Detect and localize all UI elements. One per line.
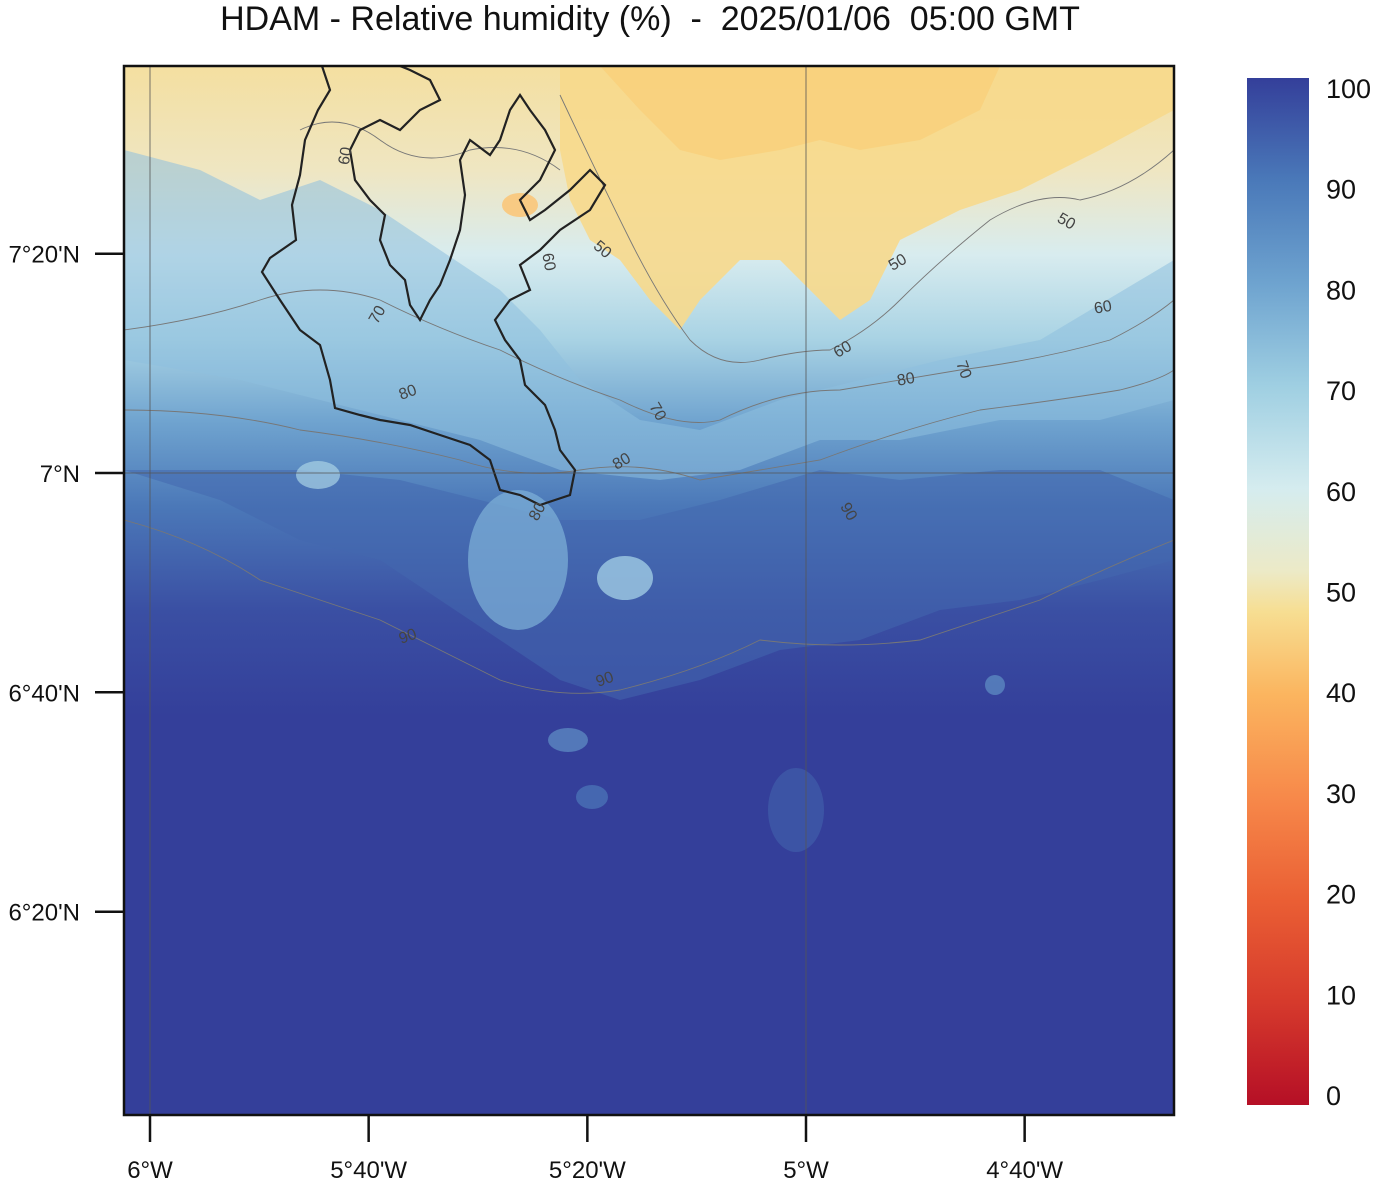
page-title: HDAM - Relative humidity (%) - 2025/01/0… [220, 0, 1080, 38]
contour-label: 70 [952, 359, 974, 382]
colorbar-tick-label: 40 [1326, 678, 1356, 708]
lon-tick-label: 5°W [783, 1157, 829, 1181]
contour-label: 60 [831, 338, 855, 362]
colorbar-tick-label: 60 [1326, 477, 1356, 507]
lat-tick-label: 7°20'N [8, 242, 80, 269]
colorbar-gradient [1247, 78, 1309, 1105]
colorbar-tick-label: 10 [1326, 980, 1356, 1010]
contour-label: 70 [366, 303, 390, 327]
lon-tick-label: 5°20'W [549, 1157, 626, 1181]
contour-label: 80 [397, 382, 420, 404]
contour-label: 60 [1093, 298, 1114, 318]
humidity-field [124, 66, 1174, 1115]
lon-tick-label: 5°40'W [330, 1157, 407, 1181]
contour-label: 90 [397, 626, 420, 648]
colorbar-tick-label: 50 [1326, 578, 1356, 608]
colorbar-tick-label: 90 [1326, 175, 1356, 205]
contour-label: 80 [526, 500, 550, 524]
contour-label: 70 [645, 400, 669, 424]
contour-label: 80 [610, 450, 634, 474]
colorbar-tick-label: 30 [1326, 779, 1356, 809]
colorbar-tick-label: 70 [1326, 376, 1356, 406]
colorbar-tick-label: 80 [1326, 275, 1356, 305]
longitude-axis: 6°W 5°40'W 5°20'W 5°W 4°40'W [127, 1115, 1063, 1181]
contour-lines [124, 94, 1174, 694]
contour-label: 60 [538, 252, 558, 273]
colorbar-tick-label: 20 [1326, 880, 1356, 910]
contour-label: 90 [836, 500, 860, 524]
lon-tick-label: 6°W [127, 1157, 173, 1181]
lon-tick-label: 4°40'W [986, 1157, 1063, 1181]
lat-tick-label: 6°20'N [8, 900, 80, 927]
coastline [260, 66, 607, 507]
colorbar-tick-label: 0 [1326, 1081, 1341, 1111]
contour-label: 50 [1054, 210, 1078, 234]
lat-tick-label: 7°N [40, 461, 80, 488]
map-frame [122, 64, 1176, 1117]
colorbar: 0 10 20 30 40 50 60 70 80 90 100 [1247, 74, 1371, 1111]
contour-label: 80 [896, 370, 917, 390]
lat-tick-label: 6°40'N [8, 680, 80, 707]
colorbar-tick-label: 100 [1326, 74, 1371, 104]
contour-label: 60 [336, 146, 356, 167]
contour-label: 90 [594, 669, 617, 691]
latitude-axis: 7°20'N 7°N 6°40'N 6°20'N [8, 242, 124, 927]
gridlines [124, 66, 1174, 1115]
contour-label: 50 [886, 251, 910, 275]
